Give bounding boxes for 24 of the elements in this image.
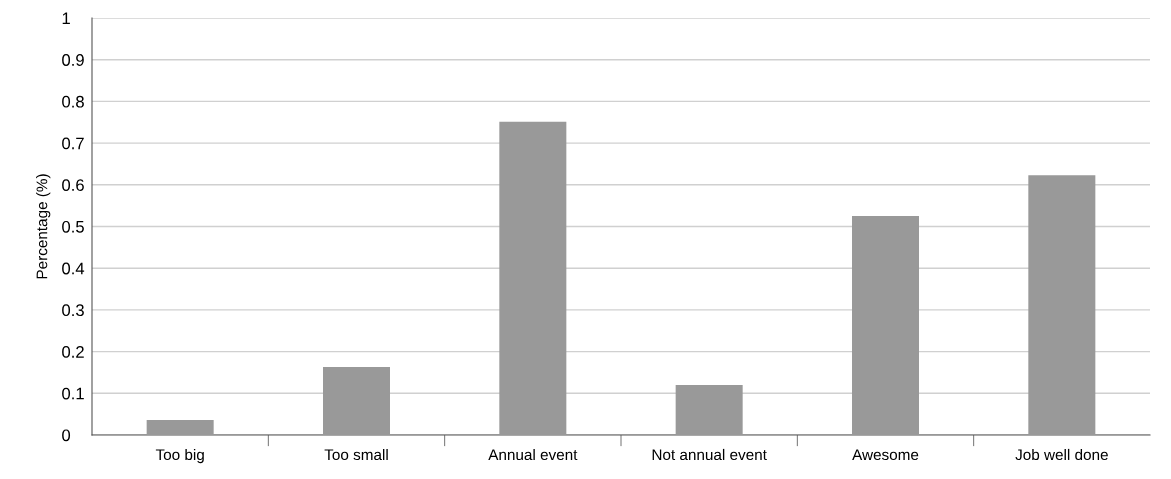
y-tick-label: 0.8: [62, 95, 84, 108]
bar: [323, 367, 390, 435]
y-tick-label: 0.7: [62, 137, 84, 150]
x-tick-label: Not annual event: [652, 448, 767, 461]
y-tick-label: 0: [62, 429, 71, 442]
y-tick-label: 0.3: [62, 304, 84, 317]
x-tick-label: Awesome: [852, 449, 919, 461]
bar: [852, 216, 919, 435]
bar: [675, 384, 743, 435]
x-tick-label: Too small: [324, 448, 388, 461]
bar: [146, 419, 214, 435]
x-tick-label: Job well done: [1015, 448, 1108, 461]
x-tick-label: Annual event: [488, 448, 578, 461]
y-tick-label: 0.1: [62, 387, 84, 400]
x-tick-label: Too big: [155, 448, 204, 464]
y-axis-title: Percentage (%): [36, 174, 51, 279]
bar: [499, 121, 567, 435]
y-tick-label: 0.4: [62, 262, 85, 275]
bar: [1028, 175, 1096, 435]
y-tick-label: 0.2: [62, 346, 84, 358]
y-tick-label: 0.6: [62, 179, 84, 191]
y-tick-label: 0.9: [62, 54, 84, 66]
y-tick-label: 1: [62, 12, 70, 25]
y-tick-label: 0.5: [62, 220, 84, 233]
